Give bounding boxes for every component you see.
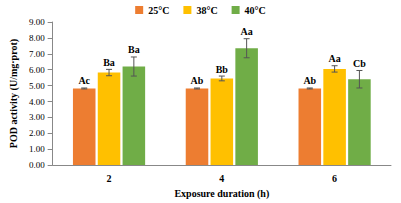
svg-text:Ab: Ab: [303, 75, 316, 86]
svg-text:0.00: 0.00: [29, 160, 45, 170]
svg-text:3.00: 3.00: [29, 112, 45, 122]
svg-text:38°C: 38°C: [196, 5, 217, 16]
svg-text:4: 4: [219, 173, 224, 184]
svg-text:Ba: Ba: [128, 44, 140, 55]
svg-text:2.00: 2.00: [29, 128, 45, 138]
svg-text:2: 2: [107, 173, 112, 184]
svg-text:1.00: 1.00: [29, 144, 45, 154]
svg-text:6: 6: [332, 173, 337, 184]
svg-text:POD activity (U/mg·prot): POD activity (U/mg·prot): [8, 39, 20, 148]
svg-text:Exposure duration (h): Exposure duration (h): [174, 188, 269, 200]
svg-text:Ab: Ab: [191, 75, 204, 86]
svg-text:25°C: 25°C: [148, 5, 169, 16]
svg-text:7.00: 7.00: [29, 49, 45, 59]
svg-text:Bb: Bb: [216, 64, 229, 75]
svg-text:6.00: 6.00: [29, 65, 45, 75]
svg-text:Cb: Cb: [353, 58, 366, 69]
svg-text:Ac: Ac: [78, 75, 90, 86]
svg-text:Aa: Aa: [328, 53, 340, 64]
svg-text:9.00: 9.00: [29, 17, 45, 27]
svg-text:Aa: Aa: [241, 26, 253, 37]
svg-text:5.00: 5.00: [29, 81, 45, 91]
svg-text:40°C: 40°C: [245, 5, 266, 16]
svg-text:4.00: 4.00: [29, 97, 45, 107]
svg-text:Ba: Ba: [103, 57, 115, 68]
svg-text:8.00: 8.00: [29, 33, 45, 43]
